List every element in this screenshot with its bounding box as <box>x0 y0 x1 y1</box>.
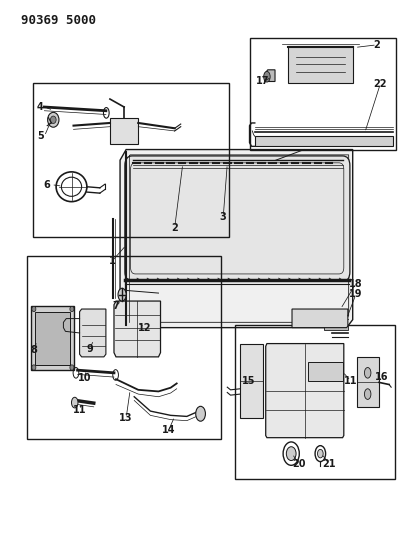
Text: 13: 13 <box>119 413 132 423</box>
Polygon shape <box>307 362 342 381</box>
Text: 2: 2 <box>171 223 178 233</box>
Text: 21: 21 <box>322 459 335 469</box>
Text: 90369 5000: 90369 5000 <box>21 14 96 27</box>
Text: 11: 11 <box>343 376 356 386</box>
Ellipse shape <box>32 365 36 370</box>
Bar <box>235 325 394 479</box>
Polygon shape <box>356 357 378 407</box>
FancyBboxPatch shape <box>125 156 349 281</box>
Text: 18: 18 <box>348 279 362 288</box>
Text: 9: 9 <box>86 344 93 354</box>
Text: 20: 20 <box>292 459 305 469</box>
Polygon shape <box>110 118 138 144</box>
Polygon shape <box>120 150 352 328</box>
Text: 12: 12 <box>137 322 151 333</box>
Ellipse shape <box>118 288 126 301</box>
Text: 11: 11 <box>72 405 86 415</box>
Ellipse shape <box>263 71 269 82</box>
Text: 22: 22 <box>373 79 386 89</box>
Polygon shape <box>35 312 70 365</box>
Ellipse shape <box>195 406 205 421</box>
Text: 15: 15 <box>241 376 254 386</box>
Ellipse shape <box>364 389 370 399</box>
Text: 6: 6 <box>44 180 51 190</box>
Bar <box>27 256 221 439</box>
Text: 1: 1 <box>108 256 115 266</box>
Polygon shape <box>265 344 343 438</box>
Ellipse shape <box>47 112 59 127</box>
Text: 10: 10 <box>78 373 92 383</box>
Text: 5: 5 <box>37 131 44 141</box>
Text: 14: 14 <box>162 425 175 435</box>
Polygon shape <box>79 309 106 357</box>
Text: 4: 4 <box>37 102 44 112</box>
Polygon shape <box>240 344 262 418</box>
Polygon shape <box>291 309 347 328</box>
Polygon shape <box>324 326 347 330</box>
Bar <box>249 38 395 150</box>
Text: 2: 2 <box>373 40 379 50</box>
Ellipse shape <box>32 306 36 312</box>
Ellipse shape <box>286 447 295 461</box>
Text: 8: 8 <box>30 345 37 355</box>
Text: 17: 17 <box>256 77 269 86</box>
Ellipse shape <box>317 449 322 458</box>
Polygon shape <box>264 70 274 82</box>
Ellipse shape <box>71 397 78 408</box>
Text: 19: 19 <box>348 289 362 299</box>
Bar <box>33 83 229 237</box>
Polygon shape <box>31 306 74 370</box>
Polygon shape <box>287 46 352 83</box>
Ellipse shape <box>70 306 74 312</box>
Text: 3: 3 <box>220 212 226 222</box>
Polygon shape <box>254 136 392 147</box>
Text: 7: 7 <box>112 301 119 311</box>
Ellipse shape <box>364 368 370 378</box>
Ellipse shape <box>50 116 56 124</box>
Polygon shape <box>114 301 160 357</box>
Text: 16: 16 <box>374 372 388 382</box>
Ellipse shape <box>70 365 74 370</box>
